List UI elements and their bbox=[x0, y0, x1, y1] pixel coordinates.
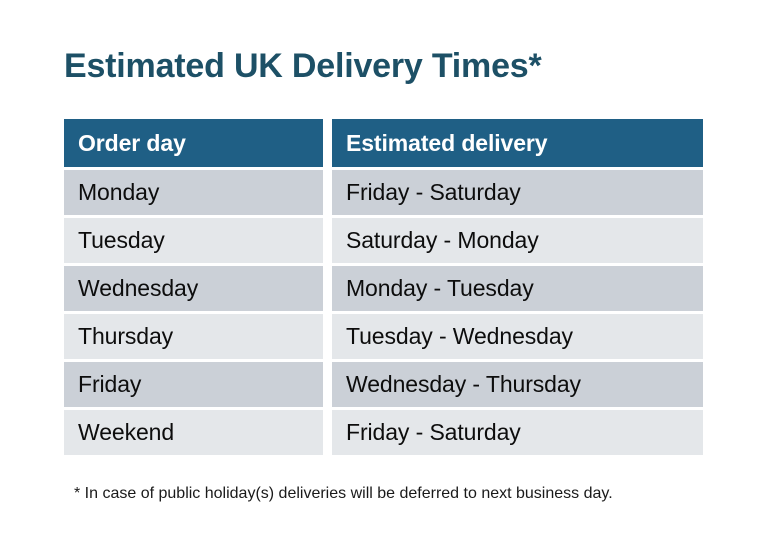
table-header-label-order-day: Order day bbox=[78, 129, 186, 156]
table-row: Thursday Tuesday - Wednesday bbox=[64, 314, 703, 359]
table-cell-order-day: Wednesday bbox=[64, 266, 323, 311]
estimated-delivery-value: Monday - Tuesday bbox=[346, 275, 534, 301]
table-row: Wednesday Monday - Tuesday bbox=[64, 266, 703, 311]
table-cell-estimated-delivery: Friday - Saturday bbox=[332, 170, 703, 215]
page-title: Estimated UK Delivery Times* bbox=[64, 47, 542, 85]
table-cell-order-day: Weekend bbox=[64, 410, 323, 455]
table-row: Monday Friday - Saturday bbox=[64, 170, 703, 215]
table-cell-order-day: Friday bbox=[64, 362, 323, 407]
table-header-cell-estimated-delivery: Estimated delivery bbox=[332, 119, 703, 167]
table-cell-estimated-delivery: Saturday - Monday bbox=[332, 218, 703, 263]
table-cell-estimated-delivery: Tuesday - Wednesday bbox=[332, 314, 703, 359]
table-cell-estimated-delivery: Friday - Saturday bbox=[332, 410, 703, 455]
estimated-delivery-value: Wednesday - Thursday bbox=[346, 371, 581, 397]
table-row: Tuesday Saturday - Monday bbox=[64, 218, 703, 263]
order-day-value: Tuesday bbox=[78, 227, 165, 253]
table-row: Friday Wednesday - Thursday bbox=[64, 362, 703, 407]
table-header-label-estimated-delivery: Estimated delivery bbox=[346, 129, 548, 156]
delivery-times-table: Order day Estimated delivery Monday Frid… bbox=[64, 119, 703, 455]
order-day-value: Weekend bbox=[78, 419, 175, 445]
order-day-value: Friday bbox=[78, 371, 142, 397]
order-day-value: Monday bbox=[78, 179, 160, 205]
estimated-delivery-value: Saturday - Monday bbox=[346, 227, 539, 253]
estimated-delivery-value: Tuesday - Wednesday bbox=[346, 323, 573, 349]
table-header-cell-order-day: Order day bbox=[64, 119, 323, 167]
table-header-row: Order day Estimated delivery bbox=[64, 119, 703, 167]
order-day-value: Wednesday bbox=[78, 275, 199, 301]
estimated-delivery-value: Friday - Saturday bbox=[346, 179, 521, 205]
table-cell-order-day: Monday bbox=[64, 170, 323, 215]
estimated-delivery-value: Friday - Saturday bbox=[346, 419, 521, 445]
table-cell-estimated-delivery: Wednesday - Thursday bbox=[332, 362, 703, 407]
footnote-text: * In case of public holiday(s) deliverie… bbox=[74, 485, 613, 502]
order-day-value: Thursday bbox=[78, 323, 174, 349]
table-cell-order-day: Thursday bbox=[64, 314, 323, 359]
table-row: Weekend Friday - Saturday bbox=[64, 410, 703, 455]
table-cell-estimated-delivery: Monday - Tuesday bbox=[332, 266, 703, 311]
table-cell-order-day: Tuesday bbox=[64, 218, 323, 263]
